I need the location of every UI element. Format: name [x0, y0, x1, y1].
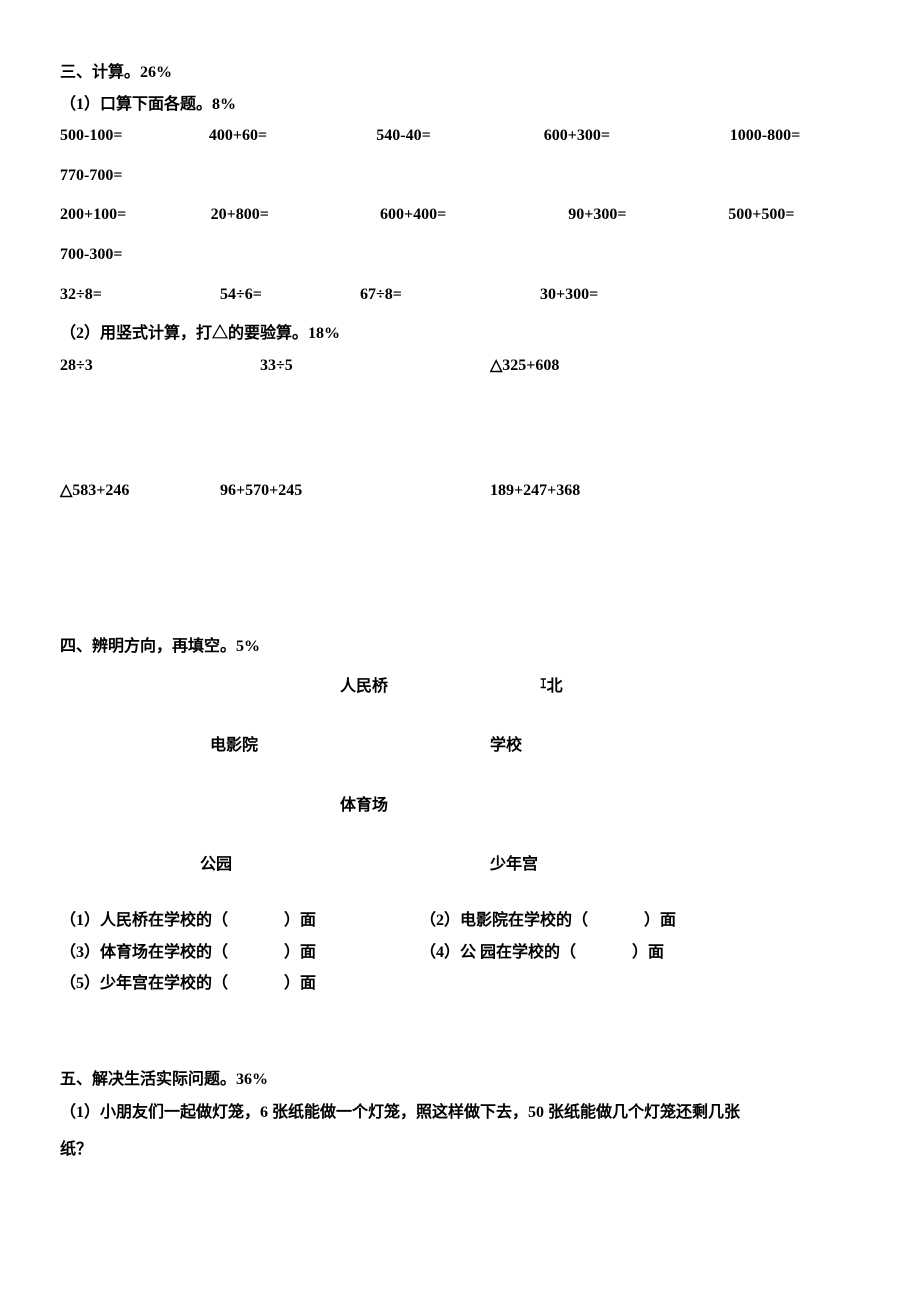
problem-1-line1: （1）小朋友们一起做灯笼，6 张纸能做一个灯笼，照这样做下去，50 张纸能做几个… [60, 1098, 860, 1128]
map-renmin: 人民桥 [340, 674, 540, 700]
map-youth: 少年宫 [490, 852, 538, 878]
mental-cell: 600+300= [544, 123, 730, 149]
q3-pre: （3）体育场在学校的（ [60, 940, 228, 966]
q3-post: ）面 [284, 940, 316, 966]
q2-pre: （2）电影院在学校的（ [420, 908, 588, 934]
written-cell: 28÷3 [60, 353, 260, 379]
map-cinema: 电影院 [210, 733, 490, 759]
direction-map: 人民桥 ꕯ 北 电影院 学校 体育场 公园 少年宫 [60, 674, 860, 878]
fill-row-1: （1）人民桥在学校的（ ）面 （2）电影院在学校的（ ）面 [60, 908, 860, 934]
q1-post: ）面 [284, 908, 316, 934]
mental-cell: 32÷8= [60, 282, 220, 308]
mental-cell: 400+60= [209, 123, 376, 149]
map-school: 学校 [490, 733, 522, 759]
mental-row-1: 500-100= 400+60= 540-40= 600+300= 1000-8… [60, 123, 860, 149]
written-row-2: △583+246 96+570+245 189+247+368 [60, 478, 860, 504]
mental-cell: 500-100= [60, 123, 209, 149]
mental-cell: 700-300= [60, 242, 220, 268]
written-cell: △583+246 [60, 478, 220, 504]
written-cell: 96+570+245 [220, 478, 490, 504]
section3-title: 三、计算。26% [60, 60, 860, 86]
mental-cell: 500+500= [728, 202, 860, 228]
written-cell: 189+247+368 [490, 478, 580, 504]
written-cell: △325+608 [490, 353, 690, 379]
q5-post: ）面 [284, 971, 316, 997]
mental-cell: 770-700= [60, 163, 220, 189]
problem-1-line2: 纸？ [60, 1135, 860, 1165]
q5-pre: （5）少年宫在学校的（ [60, 971, 228, 997]
section5-title: 五、解决生活实际问题。36% [60, 1067, 860, 1093]
q4-post: ）面 [632, 940, 664, 966]
mental-cell: 30+300= [540, 282, 700, 308]
written-row-1: 28÷3 33÷5 △325+608 [60, 353, 860, 379]
fill-row-2: （3）体育场在学校的（ ）面 （4）公 园在学校的（ ）面 [60, 940, 860, 966]
mental-row-5: 32÷8= 54÷6= 67÷8= 30+300= [60, 282, 860, 308]
mental-cell: 20+800= [211, 202, 380, 228]
mental-cell: 540-40= [376, 123, 543, 149]
north-icon: ꕯ [540, 674, 547, 700]
q4-pre: （4）公 园在学校的（ [420, 940, 576, 966]
mental-row-4: 700-300= [60, 242, 860, 268]
q1-pre: （1）人民桥在学校的（ [60, 908, 228, 934]
mental-cell: 600+400= [380, 202, 568, 228]
written-cell: 33÷5 [260, 353, 490, 379]
map-park: 公园 [200, 852, 490, 878]
q2-post: ）面 [644, 908, 676, 934]
map-stadium: 体育场 [340, 793, 388, 819]
mental-cell: 1000-800= [730, 123, 860, 149]
mental-cell: 54÷6= [220, 282, 360, 308]
mental-cell: 67÷8= [360, 282, 540, 308]
fill-row-3: （5）少年宫在学校的（ ）面 [60, 971, 860, 997]
map-north: 北 [547, 674, 563, 700]
mental-row-3: 200+100= 20+800= 600+400= 90+300= 500+50… [60, 202, 860, 228]
mental-cell: 200+100= [60, 202, 211, 228]
mental-row-2: 770-700= [60, 163, 860, 189]
section3-part1-title: （1）口算下面各题。8% [60, 92, 860, 118]
mental-cell: 90+300= [568, 202, 728, 228]
section3-part2-title: （2）用竖式计算，打△的要验算。18% [60, 321, 860, 347]
section4-title: 四、辨明方向，再填空。5% [60, 634, 860, 660]
